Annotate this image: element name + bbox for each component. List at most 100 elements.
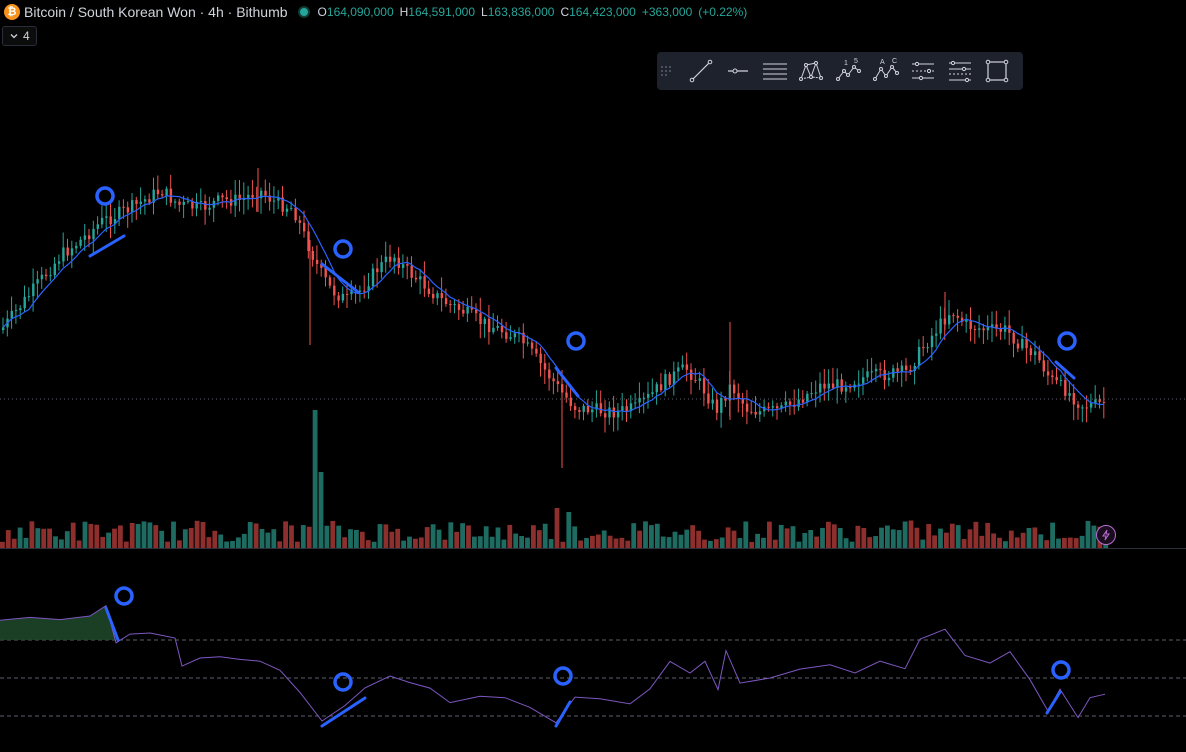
- candle-body: [573, 406, 577, 411]
- volume-bar: [625, 540, 631, 548]
- volume-bar: [979, 535, 985, 548]
- candle-body: [1072, 393, 1076, 405]
- volume-bar: [277, 541, 283, 548]
- volume-bar: [997, 537, 1002, 548]
- volume-bar: [566, 512, 572, 548]
- volume-bar: [743, 521, 749, 548]
- candle-body: [122, 206, 125, 208]
- volume-bar: [1044, 540, 1050, 548]
- divergence-line-6: [554, 700, 572, 728]
- candle-body: [733, 384, 736, 394]
- candle-body: [543, 363, 547, 370]
- candle-body: [457, 304, 461, 310]
- candle-body: [272, 200, 276, 202]
- candle-body: [1051, 375, 1054, 378]
- volume-bar: [401, 540, 406, 548]
- candle-body: [1012, 332, 1015, 344]
- symbol-title[interactable]: Bitcoin / South Korean Won · 4h · Bithum…: [24, 4, 288, 20]
- volume-bar: [725, 527, 731, 548]
- rsi-line: [0, 604, 1106, 724]
- volume-bar: [112, 528, 117, 548]
- candle-body: [143, 199, 147, 202]
- candle-body: [948, 315, 951, 325]
- candle-body: [810, 393, 813, 395]
- volume-bar: [330, 520, 336, 548]
- candle-body: [27, 296, 31, 298]
- candle-body: [380, 262, 383, 273]
- volume-bar: [1032, 527, 1038, 548]
- volume-bar: [1038, 534, 1044, 548]
- candle-body: [251, 194, 254, 198]
- volume-bar: [206, 537, 212, 548]
- candle-body: [88, 235, 91, 240]
- volume-bar: [177, 540, 182, 548]
- volume-bar: [271, 529, 277, 548]
- volume-bar: [955, 525, 961, 548]
- candle-body: [819, 383, 822, 393]
- candle-body: [444, 298, 448, 305]
- divergence-line-4: [104, 606, 120, 642]
- horizontal-ray-tool[interactable]: [720, 55, 756, 87]
- price-range-tool[interactable]: [905, 55, 941, 87]
- date-price-range-tool[interactable]: [942, 55, 978, 87]
- volume-bar: [1026, 527, 1032, 548]
- annotation-circle-7: [1051, 660, 1071, 680]
- volume-bar: [159, 530, 165, 548]
- volume-bar: [796, 541, 802, 548]
- volume-bar: [348, 529, 353, 548]
- candle-body: [238, 194, 241, 200]
- candle-body: [436, 293, 439, 299]
- candle-body: [105, 216, 108, 218]
- candle-body: [1098, 399, 1101, 402]
- candle-body: [887, 377, 891, 381]
- candle-body: [118, 206, 121, 220]
- volume-bar: [365, 540, 371, 548]
- horizontal-lines-tool[interactable]: [757, 55, 793, 87]
- candle-body: [995, 324, 998, 329]
- candle-body: [290, 207, 293, 209]
- candle-body: [552, 378, 555, 382]
- rectangle-tool[interactable]: [979, 55, 1015, 87]
- volume-bar: [920, 539, 926, 548]
- volume-bar: [731, 530, 737, 548]
- volume-bar: [507, 524, 513, 548]
- candle-body: [771, 406, 775, 408]
- trend-line-tool[interactable]: [683, 55, 719, 87]
- volume-bar: [194, 520, 200, 548]
- candle-body: [909, 369, 912, 371]
- volume-bar: [525, 537, 530, 548]
- indicator-collapse-button[interactable]: 4: [2, 26, 37, 46]
- xabcd-pattern-tool[interactable]: [794, 55, 830, 87]
- candle-body: [410, 265, 413, 278]
- candle-body: [178, 201, 181, 205]
- lightning-bolt-icon[interactable]: [1096, 525, 1116, 545]
- candle-body: [371, 268, 375, 287]
- volume-bar: [808, 529, 814, 548]
- volume-bar: [867, 537, 873, 548]
- volume-bar: [466, 525, 471, 548]
- volume-bar: [660, 536, 666, 548]
- candle-body: [208, 207, 211, 210]
- candle-body: [174, 201, 177, 203]
- volume-bar: [41, 528, 47, 548]
- candle-body: [776, 406, 779, 409]
- volume-bar: [1073, 538, 1079, 548]
- candle-body: [49, 275, 52, 277]
- candle-body: [767, 406, 770, 408]
- annotation-circle-6: [553, 666, 573, 686]
- candle-body: [389, 256, 392, 262]
- market-status-icon[interactable]: [297, 6, 310, 18]
- candle-body: [204, 201, 207, 210]
- annotation-circle-1: [333, 239, 353, 259]
- candle-body: [836, 379, 839, 388]
- annotation-circle-0: [95, 186, 115, 206]
- candle-body: [247, 194, 250, 198]
- candle-body: [419, 276, 422, 280]
- drag-handle-icon[interactable]: [661, 63, 673, 79]
- volume-bar: [595, 534, 601, 548]
- candle-body: [414, 277, 418, 280]
- candle-body: [36, 279, 39, 284]
